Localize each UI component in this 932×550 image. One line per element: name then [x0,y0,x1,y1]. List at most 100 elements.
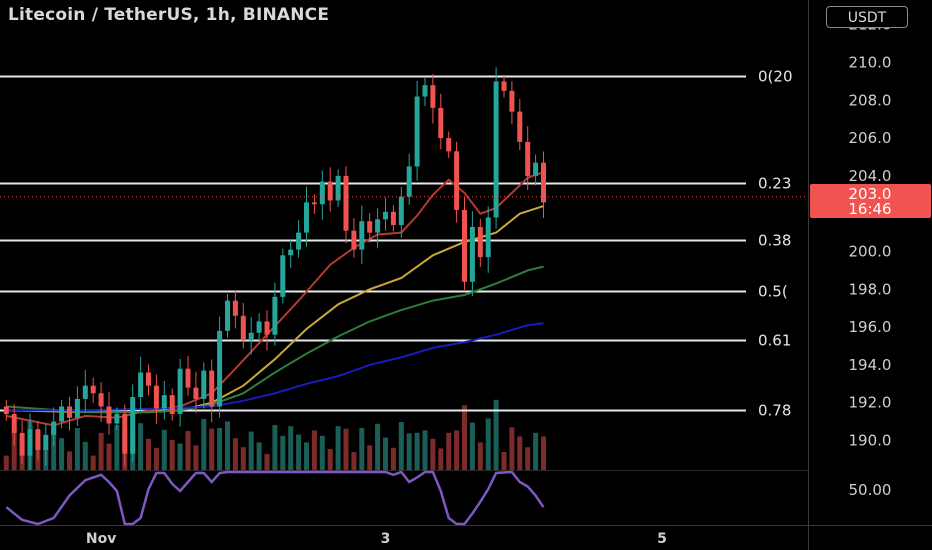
volume-bar [288,426,294,470]
candle-body [169,395,175,415]
volume-bar [477,442,483,470]
volume-bar [367,445,373,470]
volume-bar [51,426,57,470]
volume-bar [106,443,112,470]
volume-bar [462,405,467,470]
last-price-badge: 203.0 16:46 [810,184,931,218]
candle-body [122,414,128,454]
volume-bar [11,431,17,470]
volume-bar [501,452,507,470]
candle-body [446,138,452,152]
volume-bar [311,430,317,470]
candle-body [138,372,144,398]
volume-bar [146,438,151,470]
volume-bar [185,431,191,470]
volume-bar [74,428,80,470]
candle-body [390,211,396,226]
candle-body [193,387,199,399]
candle-body [375,219,381,233]
candle-body [153,385,159,409]
candle-body [272,296,278,335]
fib-level-label: 0(20 [758,68,792,86]
candle-body [469,226,475,282]
volume-bar [454,430,460,470]
volume-bar [319,435,325,470]
volume-bar [3,455,9,470]
candle-body [462,209,467,282]
candle-body [414,96,420,167]
volume-bars [3,399,546,470]
candle-body [541,162,546,203]
candle-body [304,202,309,233]
oscillator-tick-label: 50.00 [849,481,892,499]
candle-body [319,181,325,205]
volume-bar [343,428,349,470]
candle-body [501,81,507,91]
volume-bar [59,438,65,470]
candle-body [59,406,65,422]
candle-body [43,434,49,450]
volume-bar [248,431,254,470]
candle-body [67,406,72,418]
candle-body [106,406,112,424]
candle-body [327,181,333,201]
candle-body [438,107,444,139]
candle-body [398,196,404,226]
candle-body [288,249,294,256]
candle-body [485,217,491,258]
volume-bar [217,428,223,470]
volume-bar [525,447,531,470]
volume-bar [256,442,262,470]
volume-bar [406,433,412,470]
candle-body [525,141,531,176]
volume-bar [383,437,388,470]
candle-body [335,175,341,201]
price-tick-label: 206.0 [849,129,892,147]
candle-body [256,321,262,333]
time-tick-label: 3 [381,531,391,547]
volume-bar [335,426,341,470]
fibonacci-levels[interactable]: 0(20 0.23 0.38 0.5(0.61 0.78 [0,0,809,470]
candle-body [225,300,230,331]
volume-bar [90,455,96,470]
currency-selector-button[interactable]: USDT [826,6,908,28]
fib-level-label: 0.23 [758,175,791,193]
candle-body [217,330,223,407]
volume-bar [438,448,444,470]
time-axis[interactable]: Nov 3 5 [86,531,667,547]
last-price-value: 203.0 [849,185,892,203]
volume-bar [327,449,333,470]
volume-bar [67,451,72,470]
price-tick-label: 204.0 [849,167,892,185]
candle-body [296,232,302,250]
volume-bar [153,447,159,470]
candle-body [240,315,246,341]
volume-bar [493,399,499,470]
volume-bar [201,419,207,470]
volume-bar [98,432,104,470]
candle-body [35,429,41,450]
volume-bar [114,425,120,470]
candle-body [177,368,183,415]
candle-body [280,255,286,297]
volume-bar [225,421,230,470]
candlesticks[interactable] [3,67,546,470]
candle-body [209,370,215,407]
volume-bar [82,441,88,470]
chart-title: Litecoin / TetherUS, 1h, BINANCE [8,5,330,25]
candle-body [51,421,57,435]
volume-bar [240,447,246,470]
candle-body [19,432,25,456]
candle-body [201,370,207,399]
volume-bar [398,422,404,470]
volume-bar [232,438,238,470]
volume-bar [161,429,167,470]
price-tick-label: 196.0 [849,318,892,336]
volume-bar [359,428,365,470]
fib-level-label: 0.61 [758,332,791,350]
candle-body [11,414,17,433]
candle-body [454,151,460,210]
candle-body [343,175,349,231]
price-tick-label: 198.0 [849,280,892,298]
